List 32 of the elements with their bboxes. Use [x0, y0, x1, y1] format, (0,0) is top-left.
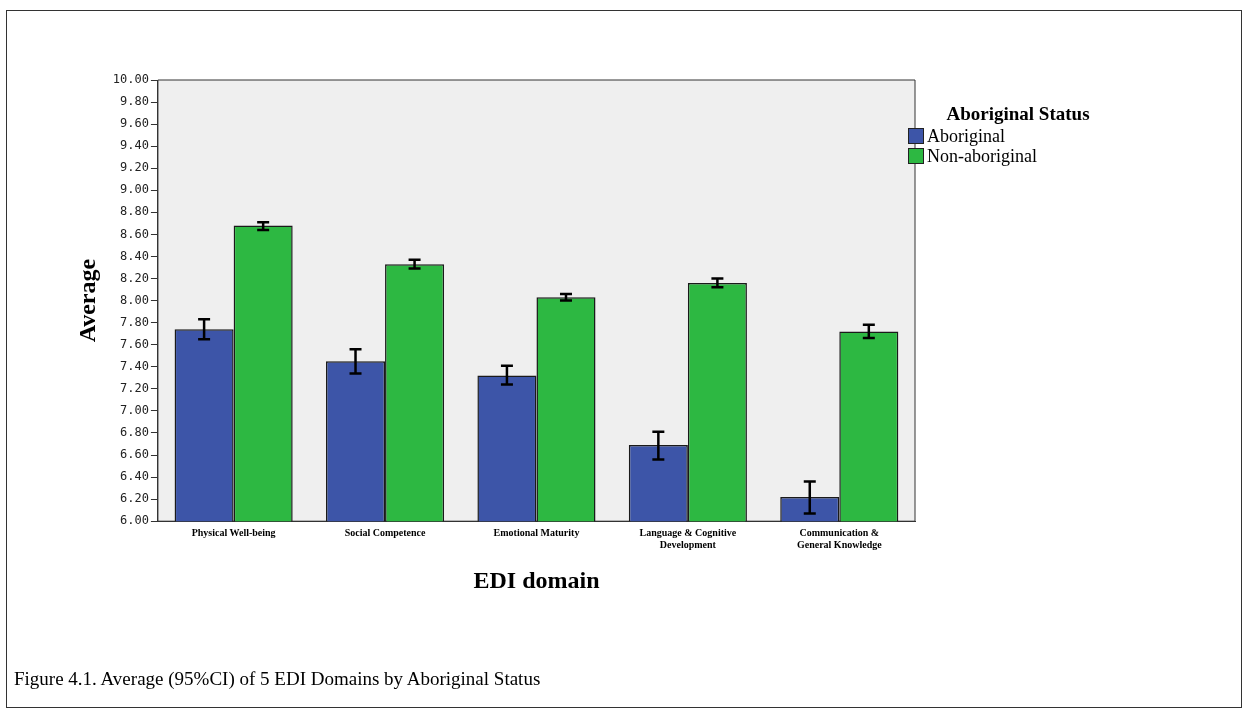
legend-label: Aboriginal: [927, 125, 1005, 147]
caption: Figure 4.1. Average (95%CI) of 5 EDI Domains by Aboriginal Status: [14, 668, 541, 690]
y-axis-title: Average: [73, 258, 100, 343]
y-tick-label: 10.00: [112, 72, 149, 87]
y-tick-label: 6.00: [120, 513, 149, 528]
legend-label: Non-aboriginal: [927, 145, 1037, 167]
y-tick-label: 7.60: [120, 336, 149, 351]
x-tick-label: Social Competence: [344, 526, 427, 538]
y-tick-label: 7.20: [120, 380, 149, 395]
x-axis-title: EDI domain: [473, 566, 600, 593]
y-tick-label: 8.80: [120, 204, 149, 219]
legend-title: Aboriginal Status: [945, 103, 1091, 124]
y-tick-label: 8.60: [120, 226, 149, 241]
y-tick-label: 8.20: [120, 270, 149, 285]
y-tick-label: 7.00: [120, 403, 149, 418]
y-tick-label: 7.40: [120, 358, 149, 373]
y-tick-label: 8.40: [120, 248, 149, 263]
x-tick-label: Language & Cognitive Development: [639, 526, 737, 550]
y-tick-label: 6.60: [120, 447, 149, 462]
y-tick-label: 7.80: [120, 314, 149, 329]
y-tick-label: 6.80: [120, 425, 149, 440]
y-tick-label: 9.60: [120, 116, 149, 131]
x-tick-label: Communication & General Knowledge: [796, 526, 883, 550]
x-tick-label: Emotional Maturity: [493, 526, 580, 538]
y-tick-label: 9.40: [120, 138, 149, 153]
y-tick-label: 8.00: [120, 292, 149, 307]
y-tick-label: 9.20: [120, 160, 149, 175]
y-tick-label: 6.40: [120, 469, 149, 484]
y-tick-label: 9.00: [120, 182, 149, 197]
y-tick-label: 9.80: [120, 94, 149, 109]
y-tick-label: 6.20: [120, 491, 149, 506]
x-tick-label: Physical Well-being: [191, 526, 276, 538]
